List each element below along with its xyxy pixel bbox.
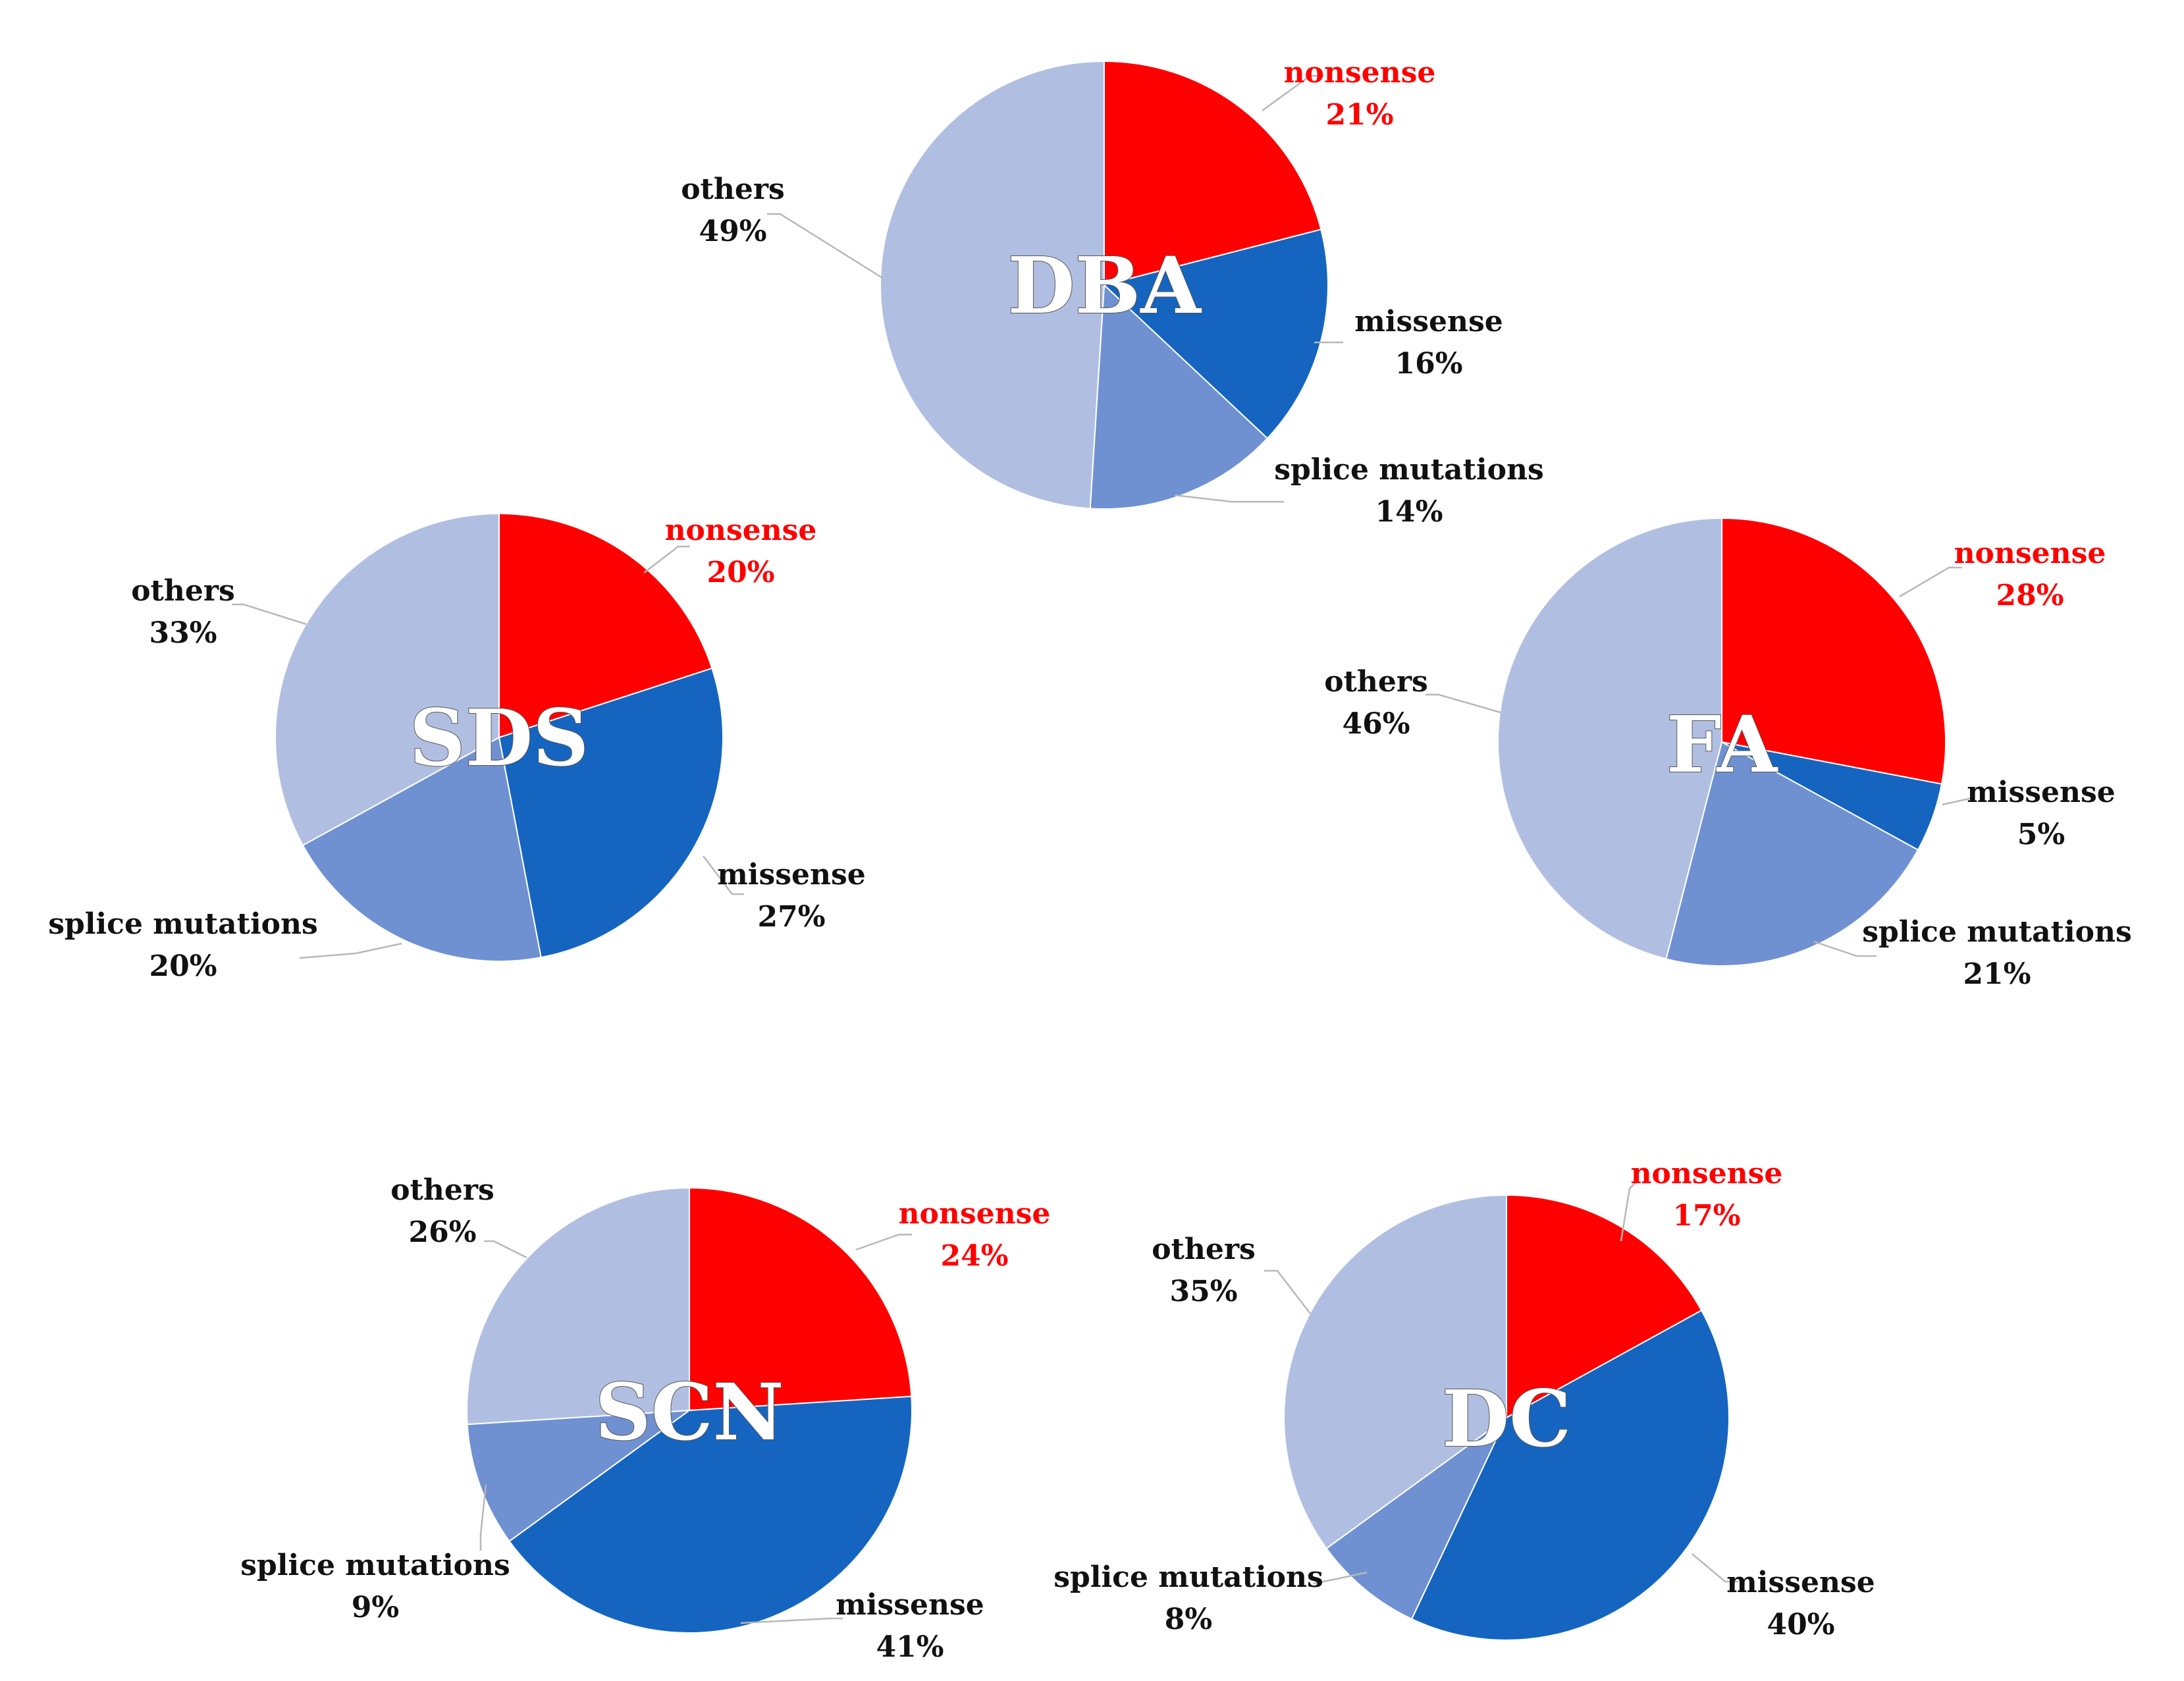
data-label-category: others <box>1324 665 1428 699</box>
data-label-category: nonsense <box>1284 56 1436 90</box>
data-label-value: 46% <box>1342 707 1410 741</box>
pie-slice-others <box>1283 1194 1507 1550</box>
pie-slice-missense <box>1102 228 1329 440</box>
data-label-category: splice mutations <box>48 907 318 941</box>
leader-line <box>740 1617 843 1624</box>
data-label-value: 26% <box>408 1215 476 1249</box>
data-label-category: others <box>1152 1233 1256 1266</box>
leader-line <box>479 1484 487 1551</box>
data-label-category: splice mutations <box>1053 1561 1323 1594</box>
data-label-value: 40% <box>1767 1608 1834 1641</box>
data-label-value: 16% <box>1395 347 1462 381</box>
pie-slice-nonsense <box>1721 517 1946 785</box>
data-label-value: 20% <box>149 949 217 983</box>
pie-title: SCN <box>595 1366 784 1458</box>
data-label-category: missense <box>1726 1566 1875 1599</box>
pie-slice-missense <box>508 1395 913 1634</box>
data-label-category: nonsense <box>1954 537 2106 570</box>
data-label-value: 24% <box>940 1239 1008 1273</box>
leader-line <box>1425 693 1501 714</box>
leader-line <box>232 603 307 626</box>
pie-chart-fa: FA nonsense 28% missense 5% splice mutations 2… <box>1324 517 2132 991</box>
data-label-category: missense <box>1967 776 2116 809</box>
pie-slice-nonsense <box>1104 60 1322 286</box>
data-label-category: missense <box>717 858 866 892</box>
data-label-value: 35% <box>1169 1275 1237 1308</box>
data-label-category: splice mutations <box>1862 915 2132 949</box>
pie-slice-missense <box>1410 1309 1730 1641</box>
data-label-value: 33% <box>149 616 217 650</box>
leader-line <box>1174 494 1284 503</box>
data-label-value: 14% <box>1375 495 1443 529</box>
data-label-value: 8% <box>1165 1603 1212 1636</box>
leader-line <box>1899 566 1962 598</box>
pie-title: DBA <box>1007 240 1202 331</box>
leader-line <box>484 1240 527 1259</box>
pie-slice-splice-mutations <box>1089 283 1269 510</box>
data-label-category: missense <box>836 1588 984 1622</box>
data-label-category: missense <box>1354 305 1503 338</box>
pie-title: FA <box>1666 699 1778 790</box>
data-label-category: others <box>681 173 785 206</box>
pie-slice-splice-mutations <box>466 1409 692 1543</box>
leader-line <box>643 545 690 574</box>
data-label-category: nonsense <box>1631 1157 1783 1190</box>
leader-line <box>767 213 883 279</box>
pie-chart-sds: SDS nonsense 20% missense 27% splice mutation… <box>48 512 866 983</box>
data-label-value: 28% <box>1996 579 2064 612</box>
leader-line <box>299 942 402 959</box>
data-label-value: 49% <box>699 215 766 248</box>
leader-line <box>1620 1181 1637 1242</box>
data-label-category: others <box>390 1173 494 1207</box>
data-label-category: splice mutations <box>240 1549 510 1582</box>
data-label-value: 21% <box>1325 98 1393 132</box>
pie-slice-others <box>1497 517 1722 960</box>
data-label-value: 41% <box>876 1630 944 1664</box>
leader-line <box>703 855 744 895</box>
pie-slice-others <box>466 1187 690 1426</box>
pie-slice-nonsense <box>1506 1194 1703 1419</box>
data-label-value: 27% <box>757 900 825 934</box>
pie-slice-missense <box>498 667 724 959</box>
leader-line <box>1813 940 1877 957</box>
data-label-value: 5% <box>2017 818 2065 851</box>
leader-line <box>1942 797 1973 806</box>
data-label-category: nonsense <box>665 514 817 547</box>
data-label-value: 20% <box>706 556 774 589</box>
leader-line <box>1691 1553 1738 1583</box>
pie-slice-others <box>275 512 500 847</box>
data-label-value: 17% <box>1672 1199 1740 1233</box>
pie-title: DC <box>1442 1373 1571 1464</box>
data-label-category: splice mutations <box>1274 453 1544 487</box>
leader-line <box>1264 1269 1311 1314</box>
pie-slice-splice-mutations <box>302 736 542 962</box>
leader-line <box>1313 1571 1368 1585</box>
pie-slice-others <box>880 60 1105 510</box>
leader-line <box>855 1233 912 1251</box>
data-label-value: 9% <box>352 1591 399 1624</box>
pie-slice-splice-mutations <box>1325 1417 1507 1620</box>
data-label-category: others <box>131 574 235 608</box>
pie-slice-nonsense <box>498 512 713 739</box>
data-label-value: 21% <box>1963 957 2031 991</box>
leader-line <box>1262 74 1323 112</box>
pie-chart-dba: DBA nonsense 21% missense 16% splice mutation… <box>681 56 1544 529</box>
pie-chart-dc: DC nonsense 17% missense 40% splice mutations… <box>1053 1157 1875 1641</box>
data-label-category: nonsense <box>899 1197 1051 1231</box>
pie-chart-scn: SCN nonsense 24% missense 41% splice mutation… <box>240 1173 1050 1664</box>
pie-title: SDS <box>410 692 589 784</box>
pie-slice-nonsense <box>689 1187 913 1412</box>
pie-slice-splice-mutations <box>1665 741 1919 967</box>
